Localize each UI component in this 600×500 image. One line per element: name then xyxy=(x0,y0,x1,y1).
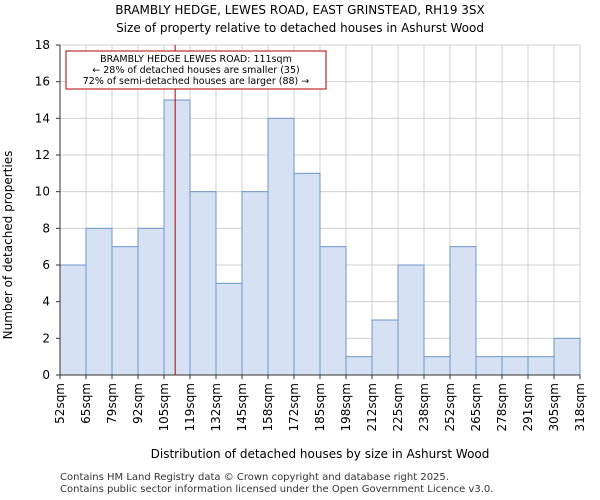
x-tick-label: 212sqm xyxy=(365,383,379,431)
bars-layer xyxy=(59,99,581,376)
x-tick-label: 185sqm xyxy=(313,383,327,431)
annotation-line: BRAMBLY HEDGE LEWES ROAD: 111sqm xyxy=(100,54,292,65)
x-tick-label: 265sqm xyxy=(469,383,483,431)
histogram-bar xyxy=(475,356,503,376)
x-tick-label: 318sqm xyxy=(573,383,587,431)
marker-layer: BRAMBLY HEDGE LEWES ROAD: 111sqm← 28% of… xyxy=(65,45,327,375)
chart-subtitle: Size of property relative to detached ho… xyxy=(116,21,484,35)
histogram-bar xyxy=(241,191,269,376)
histogram-bar xyxy=(111,246,139,376)
y-axis-label: Number of detached properties xyxy=(1,151,15,340)
y-tick-label: 4 xyxy=(42,295,50,309)
histogram-bar xyxy=(397,264,425,376)
x-tick-label: 52sqm xyxy=(53,383,67,424)
x-tick-label: 158sqm xyxy=(261,383,275,431)
x-tick-label: 92sqm xyxy=(131,383,145,424)
x-axis-label: Distribution of detached houses by size … xyxy=(151,447,490,461)
histogram-bar xyxy=(345,356,373,376)
chart-title: BRAMBLY HEDGE, LEWES ROAD, EAST GRINSTEA… xyxy=(115,3,485,17)
y-tick-label: 12 xyxy=(35,148,50,162)
footer-licence: Contains public sector information licen… xyxy=(60,484,494,495)
y-tick-label: 2 xyxy=(42,331,50,345)
x-tick-label: 291sqm xyxy=(521,383,535,431)
x-tick-label: 278sqm xyxy=(495,383,509,431)
histogram-bar xyxy=(163,99,191,376)
histogram-bar xyxy=(449,246,477,376)
histogram-bar xyxy=(293,172,321,376)
histogram-bar xyxy=(553,337,581,376)
annotation-box xyxy=(65,50,327,90)
histogram-bar xyxy=(423,356,451,376)
y-tick-label: 16 xyxy=(35,75,50,89)
histogram-bar xyxy=(137,227,165,376)
x-tick-label: 132sqm xyxy=(209,383,223,431)
y-tick-label: 14 xyxy=(35,111,50,125)
histogram-bar xyxy=(85,227,113,376)
x-tick-label: 79sqm xyxy=(105,383,119,424)
x-tick-label: 305sqm xyxy=(547,383,561,431)
histogram-bar xyxy=(267,117,295,376)
y-tick-label: 8 xyxy=(42,221,50,235)
annotation-line: ← 28% of detached houses are smaller (35… xyxy=(92,65,299,76)
y-tick-label: 6 xyxy=(42,258,50,272)
axes-layer: 0 2 4 6 8 10 12 14 16 18 52sqm 65sqm 79sqm 92sqm 105sq… xyxy=(35,38,587,431)
histogram-bar xyxy=(59,264,87,376)
x-tick-label: 105sqm xyxy=(157,383,171,431)
annotation-line: 72% of semi-detached houses are larger (… xyxy=(83,76,310,87)
histogram-bar xyxy=(189,191,217,376)
histogram-bar xyxy=(371,319,399,376)
histogram-bar xyxy=(215,282,243,376)
x-tick-label: 225sqm xyxy=(391,383,405,431)
x-tick-label: 252sqm xyxy=(443,383,457,431)
x-tick-label: 119sqm xyxy=(183,383,197,431)
histogram-bar xyxy=(501,356,529,376)
x-tick-label: 172sqm xyxy=(287,383,301,431)
footer-copyright: Contains HM Land Registry data © Crown c… xyxy=(60,472,449,483)
histogram-bar xyxy=(527,356,555,376)
y-tick-label: 18 xyxy=(35,38,50,52)
x-tick-label: 145sqm xyxy=(235,383,249,431)
y-tick-label: 10 xyxy=(35,185,50,199)
x-tick-label: 198sqm xyxy=(339,383,353,431)
y-tick-label: 0 xyxy=(42,368,50,382)
histogram-bar xyxy=(319,246,347,376)
x-tick-label: 238sqm xyxy=(417,383,431,431)
x-tick-label: 65sqm xyxy=(79,383,93,424)
